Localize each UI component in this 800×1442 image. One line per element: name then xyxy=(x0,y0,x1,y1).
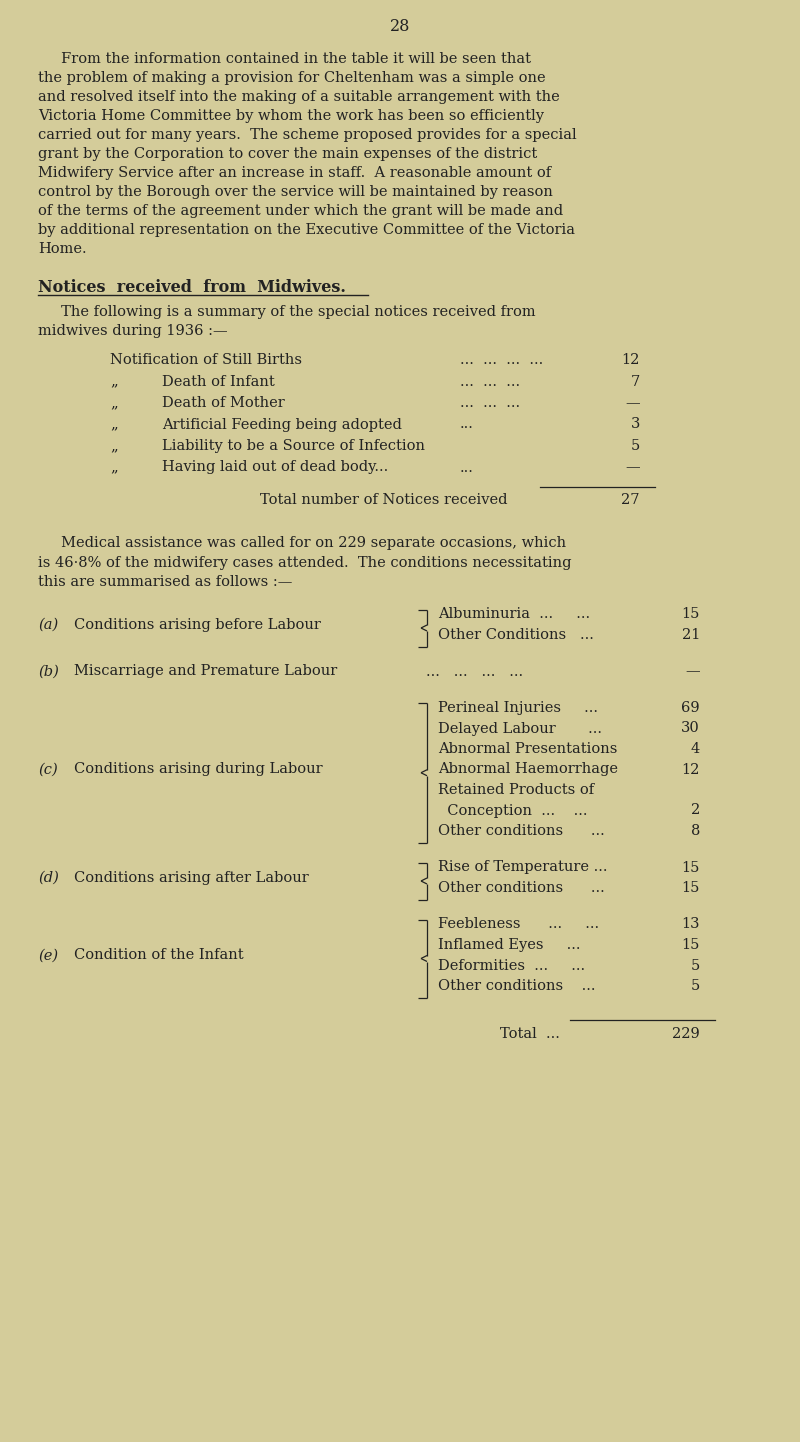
Text: 5: 5 xyxy=(630,438,640,453)
Text: Conditions arising during Labour: Conditions arising during Labour xyxy=(74,763,322,776)
Text: Deformities  ...     ...: Deformities ... ... xyxy=(438,959,585,972)
Text: 12: 12 xyxy=(622,353,640,368)
Text: the problem of making a provision for Cheltenham was a simple one: the problem of making a provision for Ch… xyxy=(38,71,546,85)
Text: 15: 15 xyxy=(682,861,700,874)
Text: Having laid out of dead body...: Having laid out of dead body... xyxy=(162,460,388,474)
Text: Feebleness      ...     ...: Feebleness ... ... xyxy=(438,917,599,932)
Text: Condition of the Infant: Condition of the Infant xyxy=(74,949,244,962)
Text: Notices  received  from  Midwives.: Notices received from Midwives. xyxy=(38,278,346,296)
Text: 229: 229 xyxy=(672,1028,700,1041)
Text: Medical assistance was called for on 229 separate occasions, which: Medical assistance was called for on 229… xyxy=(38,536,566,551)
Text: grant by the Corporation to cover the main expenses of the district: grant by the Corporation to cover the ma… xyxy=(38,147,538,162)
Text: ...: ... xyxy=(460,418,474,431)
Text: is 46·8% of the midwifery cases attended.  The conditions necessitating: is 46·8% of the midwifery cases attended… xyxy=(38,555,571,570)
Text: Abnormal Haemorrhage: Abnormal Haemorrhage xyxy=(438,763,618,776)
Text: 21: 21 xyxy=(682,629,700,642)
Text: 27: 27 xyxy=(622,493,640,508)
Text: ...  ...  ...: ... ... ... xyxy=(460,375,520,388)
Text: ...: ... xyxy=(460,460,474,474)
Text: (d): (d) xyxy=(38,871,59,885)
Text: Total number of Notices received: Total number of Notices received xyxy=(260,493,507,508)
Text: 12: 12 xyxy=(682,763,700,776)
Text: Conditions arising after Labour: Conditions arising after Labour xyxy=(74,871,309,885)
Text: carried out for many years.  The scheme proposed provides for a special: carried out for many years. The scheme p… xyxy=(38,128,577,141)
Text: control by the Borough over the service will be maintained by reason: control by the Borough over the service … xyxy=(38,185,553,199)
Text: (c): (c) xyxy=(38,763,58,776)
Text: Other conditions      ...: Other conditions ... xyxy=(438,881,605,895)
Text: 15: 15 xyxy=(682,607,700,622)
Text: 28: 28 xyxy=(390,17,410,35)
Text: of the terms of the agreement under which the grant will be made and: of the terms of the agreement under whic… xyxy=(38,203,563,218)
Text: (b): (b) xyxy=(38,665,59,679)
Text: ...  ...  ...: ... ... ... xyxy=(460,397,520,410)
Text: 15: 15 xyxy=(682,881,700,895)
Text: 7: 7 xyxy=(630,375,640,388)
Text: 15: 15 xyxy=(682,937,700,952)
Text: and resolved itself into the making of a suitable arrangement with the: and resolved itself into the making of a… xyxy=(38,89,560,104)
Text: Liability to be a Source of Infection: Liability to be a Source of Infection xyxy=(162,438,425,453)
Text: Other Conditions   ...: Other Conditions ... xyxy=(438,629,594,642)
Text: 5: 5 xyxy=(690,979,700,994)
Text: this are summarised as follows :—: this are summarised as follows :— xyxy=(38,574,292,588)
Text: Other conditions      ...: Other conditions ... xyxy=(438,823,605,838)
Text: Miscarriage and Premature Labour: Miscarriage and Premature Labour xyxy=(74,665,338,679)
Text: Delayed Labour       ...: Delayed Labour ... xyxy=(438,721,602,735)
Text: 69: 69 xyxy=(682,701,700,715)
Text: Conception  ...    ...: Conception ... ... xyxy=(438,803,587,818)
Text: „: „ xyxy=(110,438,118,453)
Text: Perineal Injuries     ...: Perineal Injuries ... xyxy=(438,701,598,715)
Text: Rise of Temperature ...: Rise of Temperature ... xyxy=(438,861,607,874)
Text: Conditions arising before Labour: Conditions arising before Labour xyxy=(74,617,321,632)
Text: (e): (e) xyxy=(38,949,58,962)
Text: 13: 13 xyxy=(682,917,700,932)
Text: The following is a summary of the special notices received from: The following is a summary of the specia… xyxy=(38,306,536,319)
Text: Midwifery Service after an increase in staff.  A reasonable amount of: Midwifery Service after an increase in s… xyxy=(38,166,551,180)
Text: 8: 8 xyxy=(690,823,700,838)
Text: 3: 3 xyxy=(630,418,640,431)
Text: Notification of Still Births: Notification of Still Births xyxy=(110,353,302,368)
Text: 4: 4 xyxy=(690,743,700,756)
Text: Victoria Home Committee by whom the work has been so efficiently: Victoria Home Committee by whom the work… xyxy=(38,110,544,123)
Text: 30: 30 xyxy=(682,721,700,735)
Text: —: — xyxy=(686,665,700,679)
Text: Inflamed Eyes     ...: Inflamed Eyes ... xyxy=(438,937,581,952)
Text: —: — xyxy=(626,397,640,410)
Text: From the information contained in the table it will be seen that: From the information contained in the ta… xyxy=(38,52,531,66)
Text: ...  ...  ...  ...: ... ... ... ... xyxy=(460,353,543,368)
Text: „: „ xyxy=(110,375,118,388)
Text: Other conditions    ...: Other conditions ... xyxy=(438,979,595,994)
Text: Artificial Feeding being adopted: Artificial Feeding being adopted xyxy=(162,418,402,431)
Text: midwives during 1936 :—: midwives during 1936 :— xyxy=(38,324,228,337)
Text: by additional representation on the Executive Committee of the Victoria: by additional representation on the Exec… xyxy=(38,224,575,236)
Text: „: „ xyxy=(110,397,118,410)
Text: Death of Mother: Death of Mother xyxy=(162,397,285,410)
Text: ...   ...   ...   ...: ... ... ... ... xyxy=(426,665,523,679)
Text: Albuminuria  ...     ...: Albuminuria ... ... xyxy=(438,607,590,622)
Text: —: — xyxy=(626,460,640,474)
Text: Death of Infant: Death of Infant xyxy=(162,375,274,388)
Text: (a): (a) xyxy=(38,617,58,632)
Text: 2: 2 xyxy=(690,803,700,818)
Text: 5: 5 xyxy=(690,959,700,972)
Text: Total  ...: Total ... xyxy=(500,1028,560,1041)
Text: „: „ xyxy=(110,460,118,474)
Text: Retained Products of: Retained Products of xyxy=(438,783,594,797)
Text: Home.: Home. xyxy=(38,242,86,257)
Text: Abnormal Presentations: Abnormal Presentations xyxy=(438,743,618,756)
Text: „: „ xyxy=(110,418,118,431)
